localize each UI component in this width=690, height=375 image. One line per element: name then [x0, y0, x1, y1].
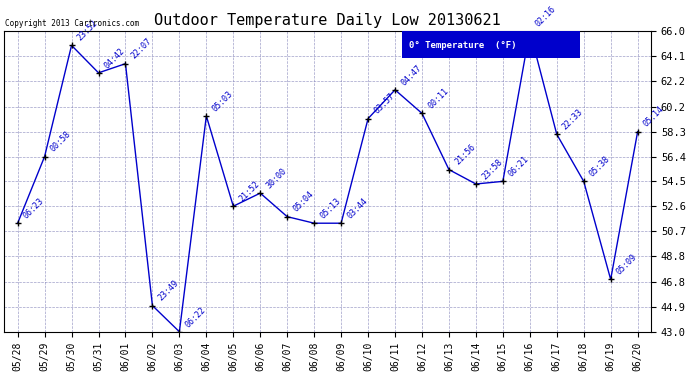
Text: 00:58: 00:58: [49, 130, 73, 154]
Text: 23:49: 23:49: [157, 279, 181, 303]
Text: 05:14: 05:14: [642, 105, 666, 129]
Text: 03:44: 03:44: [345, 196, 369, 220]
Text: 21:52: 21:52: [237, 179, 262, 203]
Text: 22:07: 22:07: [130, 37, 154, 61]
Text: 30:00: 30:00: [264, 166, 288, 190]
Text: Copyright 2013 Cartronics.com: Copyright 2013 Cartronics.com: [5, 19, 139, 28]
Text: 05:09: 05:09: [615, 253, 639, 277]
Text: 23:58: 23:58: [480, 157, 504, 181]
Text: 06:21: 06:21: [507, 154, 531, 178]
Text: 03:57: 03:57: [372, 92, 396, 116]
Text: 22:33: 22:33: [561, 108, 585, 132]
Text: 21:56: 21:56: [453, 143, 477, 167]
Text: 06:22: 06:22: [184, 305, 208, 329]
Text: 06:23: 06:23: [22, 196, 46, 220]
Text: 05:04: 05:04: [291, 190, 315, 214]
Text: 23:52: 23:52: [76, 18, 100, 43]
Text: 05:03: 05:03: [210, 89, 235, 113]
Text: 02:16: 02:16: [534, 4, 558, 28]
Text: 00:11: 00:11: [426, 87, 450, 111]
Title: Outdoor Temperature Daily Low 20130621: Outdoor Temperature Daily Low 20130621: [155, 13, 501, 28]
Text: 05:13: 05:13: [318, 196, 342, 220]
Text: 05:38: 05:38: [588, 154, 612, 178]
Text: 04:47: 04:47: [400, 63, 423, 87]
Text: 04:42: 04:42: [103, 46, 127, 70]
